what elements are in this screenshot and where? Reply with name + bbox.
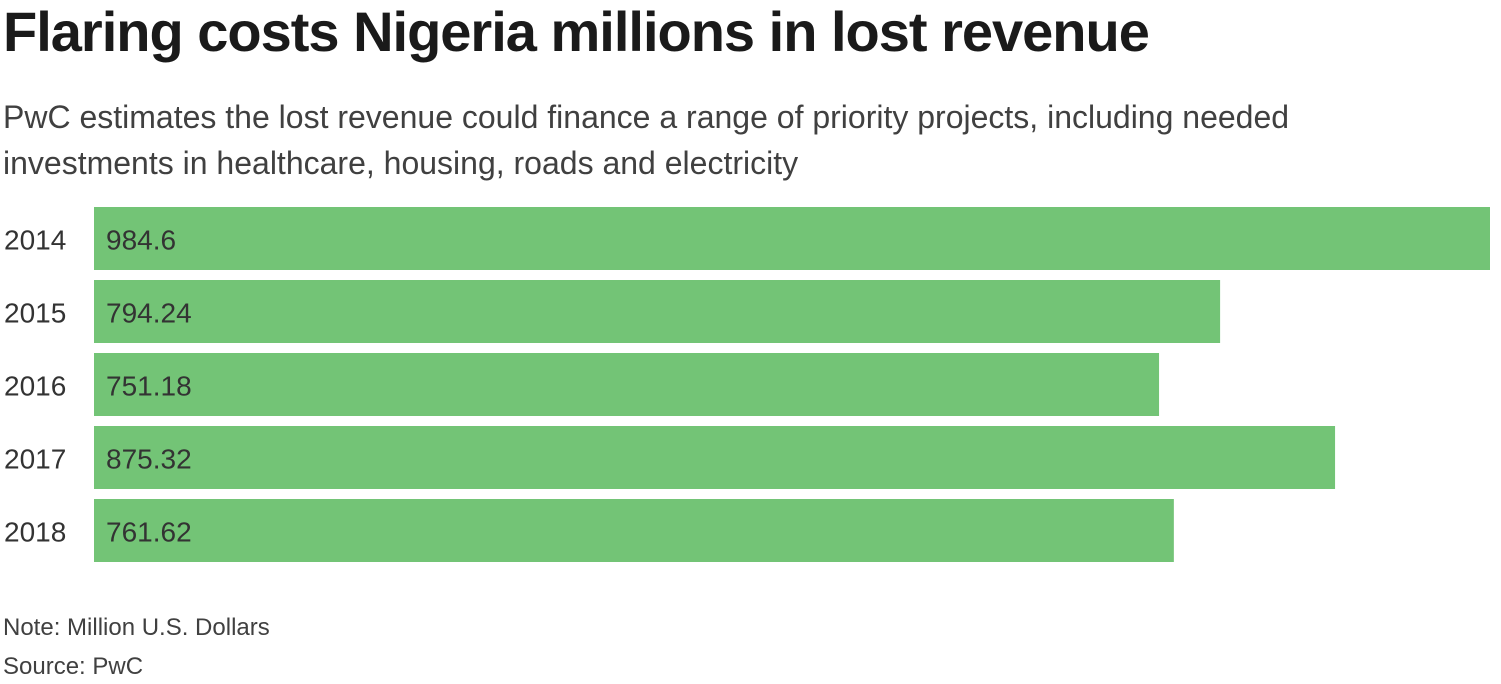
value-label: 794.24	[106, 298, 192, 329]
value-label: 761.62	[106, 517, 192, 548]
value-label: 875.32	[106, 444, 192, 475]
category-label: 2018	[4, 517, 66, 548]
chart-source: Source: PwC	[3, 653, 144, 680]
category-label: 2015	[4, 298, 66, 329]
bar-2016	[94, 353, 1160, 416]
bar-2018	[94, 499, 1174, 562]
value-label: 984.6	[106, 225, 176, 256]
bar-2015	[94, 280, 1221, 343]
bar-2017	[94, 426, 1336, 489]
category-label: 2016	[4, 371, 66, 402]
category-label: 2017	[4, 444, 66, 475]
chart-note: Note: Million U.S. Dollars	[3, 614, 270, 641]
value-label: 751.18	[106, 371, 192, 402]
bar-chart: 2014 984.6 2015 794.24 2016 751.18 2017 875.32 2…	[4, 207, 1490, 562]
category-label: 2014	[4, 225, 66, 256]
chart-subtitle: PwC estimates the lost revenue could fin…	[3, 99, 1290, 181]
chart-title: Flaring costs Nigeria millions in lost r…	[3, 0, 1150, 63]
bar-2014	[94, 207, 1490, 270]
